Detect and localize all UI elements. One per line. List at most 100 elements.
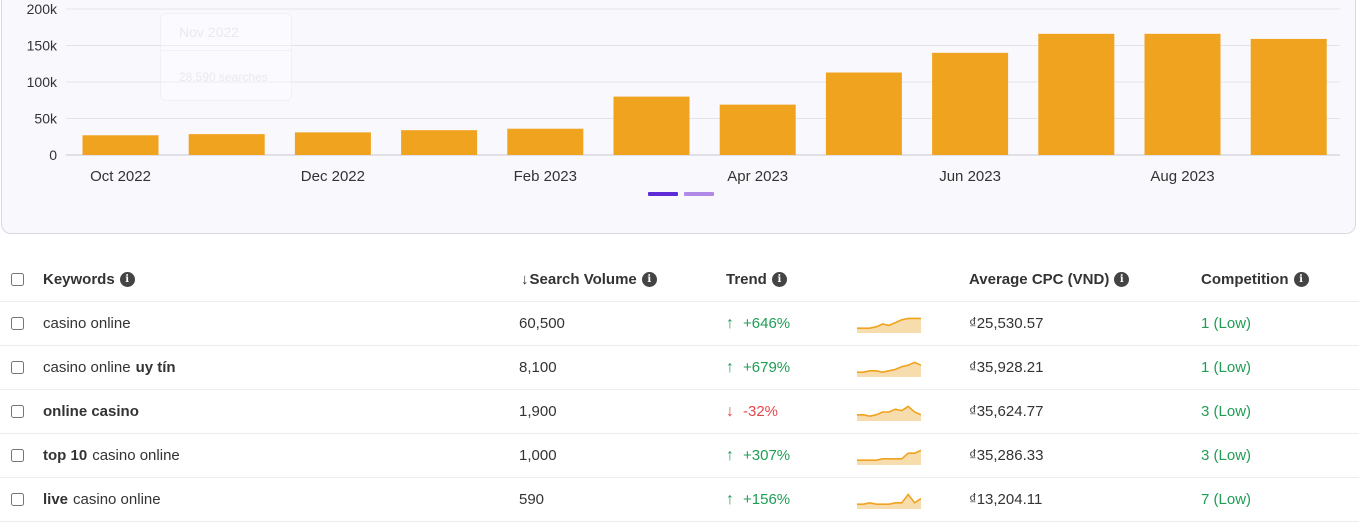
bar-jan-2023[interactable] <box>401 130 478 155</box>
row-select-cell <box>11 478 24 521</box>
bar-jul-2023[interactable] <box>1038 33 1115 155</box>
info-icon[interactable]: i <box>119 272 135 287</box>
bar-aug-2023[interactable] <box>1144 33 1221 155</box>
trend-header-label: Trend <box>726 271 767 288</box>
trend-value: +679% <box>743 359 791 376</box>
tooltip-value: 28,590 searches <box>179 70 268 84</box>
x-tick-label: Jun 2023 <box>939 168 1001 185</box>
bar-jun-2023[interactable] <box>932 52 1009 155</box>
bar-sep-2023[interactable] <box>1250 38 1327 155</box>
x-tick-label: Apr 2023 <box>727 168 788 185</box>
row-select-cell <box>11 346 24 389</box>
table-row: casino online uy tín 8,100 ↑ +679% ₫35,9… <box>0 346 1359 390</box>
search-volume-cell: 1,000 <box>519 447 557 464</box>
cpc-header-label: Average CPC (VND) <box>969 271 1110 288</box>
keyword-cell[interactable]: live casino online <box>43 478 161 521</box>
info-icon[interactable]: i <box>1114 272 1130 287</box>
x-tick-label: Feb 2023 <box>514 168 577 185</box>
cpc-cell: ₫13,204.11 <box>969 491 1043 508</box>
y-tick-label: 0 <box>49 147 57 163</box>
y-tick-label: 150k <box>27 38 58 54</box>
row-checkbox[interactable] <box>11 317 24 330</box>
keyword-text: casino online <box>73 491 161 508</box>
competition-cell: 1 (Low) <box>1201 315 1252 332</box>
trend-sparkline <box>857 302 921 345</box>
keywords-header[interactable]: Keywords i <box>43 258 135 301</box>
keyword-cell[interactable]: casino online uy tín <box>43 346 176 389</box>
tooltip-title: Nov 2022 <box>179 24 239 40</box>
trend-arrow-icon: ↑ <box>726 490 734 508</box>
sparkline-area <box>857 449 921 465</box>
x-tick-label: Oct 2022 <box>90 168 151 185</box>
chart-page-indicator-2[interactable] <box>684 192 714 196</box>
competition-cell: 3 (Low) <box>1201 403 1252 420</box>
trend-arrow-icon: ↑ <box>726 358 734 376</box>
cpc-cell: ₫35,928.21 <box>969 359 1044 376</box>
info-icon[interactable]: i <box>641 272 657 287</box>
x-tick-label: Dec 2022 <box>301 168 365 185</box>
keyword-text: casino online <box>43 315 131 332</box>
competition-header[interactable]: Competition i <box>1201 258 1309 301</box>
bar-apr-2023[interactable] <box>719 104 796 155</box>
row-checkbox[interactable] <box>11 361 24 374</box>
row-select-cell <box>11 434 24 477</box>
trend-header[interactable]: Trend i <box>726 258 787 301</box>
sort-down-icon: ↓ <box>521 271 529 288</box>
y-tick-label: 100k <box>27 74 58 90</box>
table-row: live casino online 590 ↑ +156% ₫13,204.1… <box>0 478 1359 522</box>
search-volume-cell: 590 <box>519 491 545 508</box>
sparkline-chart <box>857 449 921 465</box>
keywords-header-label: Keywords <box>43 271 115 288</box>
sparkline-line <box>857 404 921 417</box>
trend-sparkline <box>857 478 921 521</box>
trend-value: +307% <box>743 447 791 464</box>
trend-cell: ↑ +307% <box>726 434 790 477</box>
search-volume-header[interactable]: ↓ Search Volume i <box>521 258 657 301</box>
bar-mar-2023[interactable] <box>613 96 690 155</box>
select-all-cell <box>11 258 24 301</box>
sparkline-chart <box>857 404 921 421</box>
cpc-cell: ₫25,530.57 <box>969 315 1044 332</box>
trend-sparkline <box>857 434 921 477</box>
search-volume-cell: 60,500 <box>519 315 565 332</box>
select-all-checkbox[interactable] <box>11 273 24 286</box>
sparkline-line <box>857 449 921 461</box>
competition-cell: 7 (Low) <box>1201 491 1252 508</box>
row-checkbox[interactable] <box>11 405 24 418</box>
keyword-text: casino online <box>92 447 180 464</box>
y-tick-label: 200k <box>27 1 58 17</box>
sparkline-line <box>857 492 921 505</box>
trend-arrow-icon: ↓ <box>726 402 734 420</box>
bar-nov-2022[interactable] <box>188 134 265 155</box>
keyword-text: casino online <box>43 359 131 376</box>
search-volume-cell: 8,100 <box>519 359 557 376</box>
bar-may-2023[interactable] <box>825 72 902 155</box>
keyword-bold-prefix: top 10 <box>43 447 88 464</box>
keyword-cell[interactable]: casino online <box>43 302 131 345</box>
info-icon[interactable]: i <box>1293 272 1309 287</box>
bar-feb-2023[interactable] <box>507 128 584 155</box>
chart-tooltip: Nov 2022 28,590 searches <box>160 13 292 101</box>
trend-sparkline <box>857 390 921 433</box>
info-icon[interactable]: i <box>771 272 787 287</box>
bar-oct-2022[interactable] <box>82 135 159 155</box>
competition-cell: 1 (Low) <box>1201 359 1252 376</box>
keyword-cell[interactable]: online casino <box>43 390 144 433</box>
search-volume-chart-card: 0 50k 100k 150k 200k Oct 2022 Dec 2022 Feb 2023… <box>1 0 1356 234</box>
keyword-bold-prefix: online casino <box>43 403 139 420</box>
keyword-cell[interactable]: top 10 casino online <box>43 434 180 477</box>
sparkline-line <box>857 317 921 329</box>
keyword-bold-suffix: uy tín <box>135 359 176 376</box>
chart-page-indicator-1[interactable] <box>648 192 678 196</box>
sparkline-chart <box>857 492 921 509</box>
cpc-header[interactable]: Average CPC (VND) i <box>969 258 1130 301</box>
row-checkbox[interactable] <box>11 449 24 462</box>
row-checkbox[interactable] <box>11 493 24 506</box>
table-row: casino online 60,500 ↑ +646% ₫25,530.57 … <box>0 302 1359 346</box>
competition-cell: 3 (Low) <box>1201 447 1252 464</box>
sparkline-area <box>857 493 921 509</box>
trend-arrow-icon: ↑ <box>726 314 734 332</box>
bar-dec-2022[interactable] <box>294 132 371 155</box>
y-tick-label: 50k <box>34 111 58 127</box>
search-volume-cell: 1,900 <box>519 403 557 420</box>
